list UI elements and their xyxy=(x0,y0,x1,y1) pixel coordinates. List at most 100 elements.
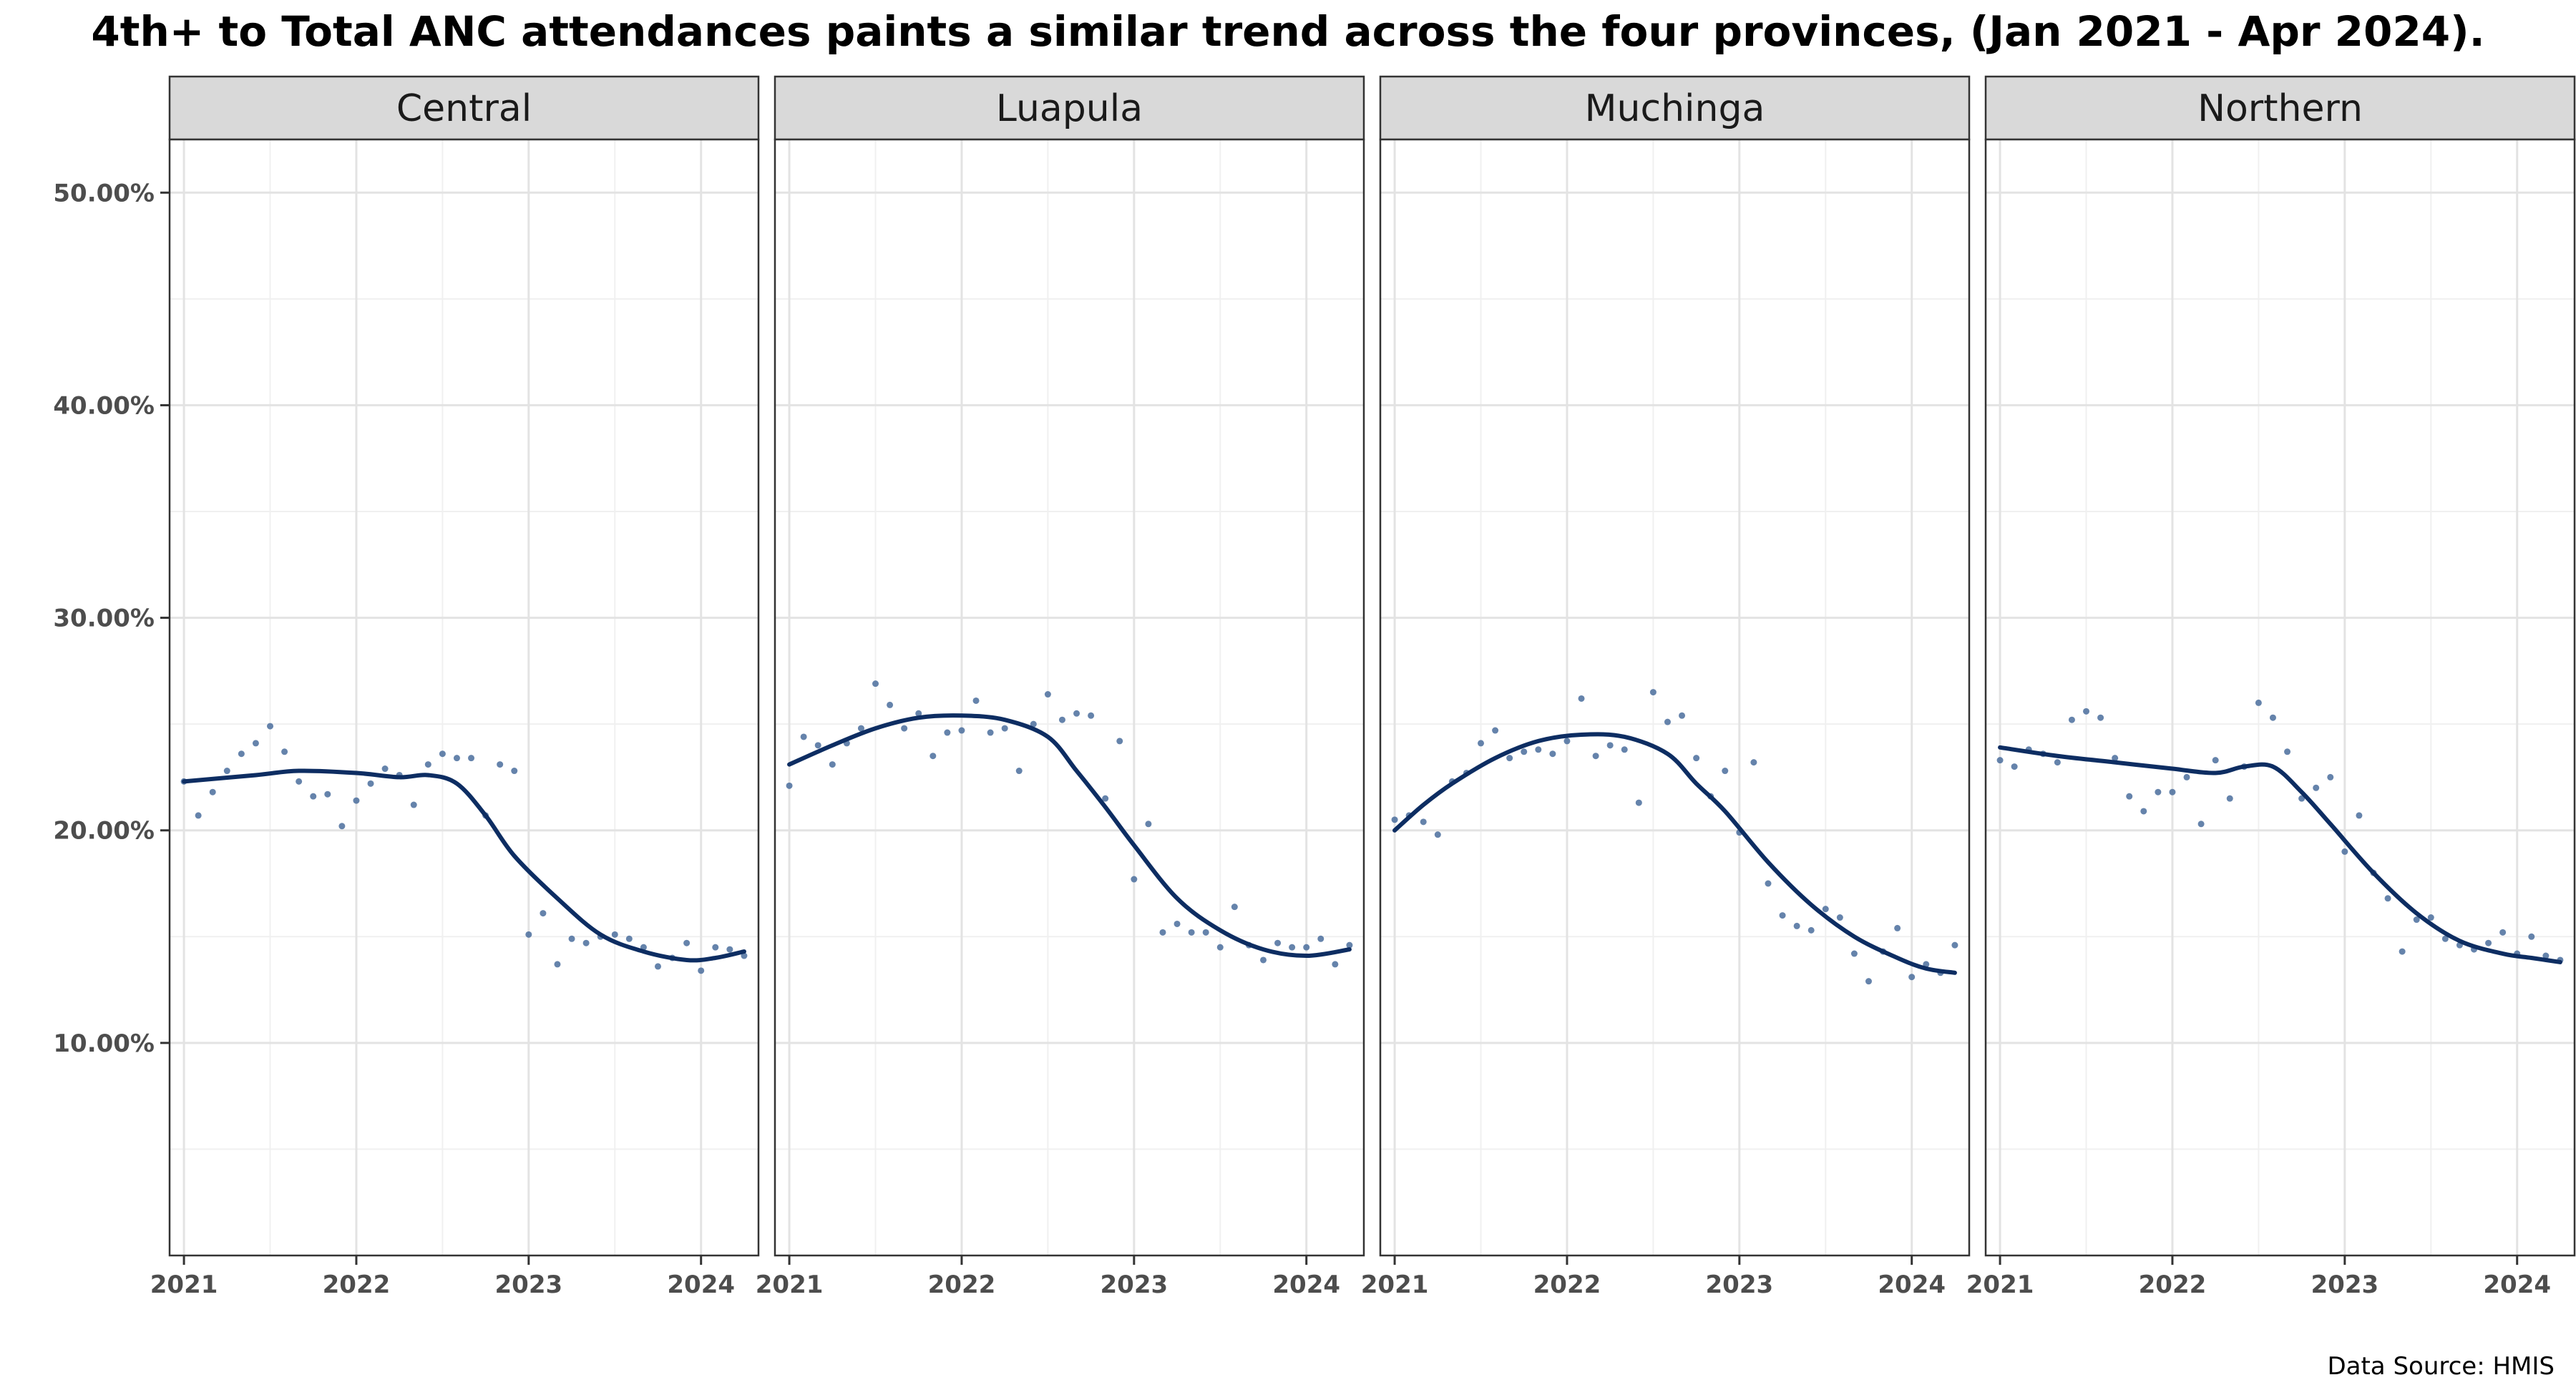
data-point xyxy=(1506,755,1513,762)
data-point xyxy=(1116,738,1123,745)
facet-label: Central xyxy=(396,87,532,130)
facet-label: Luapula xyxy=(996,87,1143,130)
x-tick-label: 2023 xyxy=(1706,1271,1774,1299)
data-point xyxy=(1807,926,1815,934)
chart-title: 4th+ to Total ANC attendances paints a s… xyxy=(91,7,2485,56)
data-point xyxy=(296,778,303,785)
data-point xyxy=(1159,929,1166,936)
y-tick-label: 50.00% xyxy=(53,179,155,207)
data-point xyxy=(410,801,417,808)
panel-northern: Northern 2021 2022 2023 2024 xyxy=(1966,75,2576,1299)
data-point xyxy=(1346,941,1353,949)
x-tick-label: 2021 xyxy=(756,1271,824,1299)
panel-border xyxy=(774,138,1365,1257)
data-point xyxy=(2112,755,2119,762)
data-point xyxy=(1145,821,1152,828)
data-point xyxy=(2169,788,2176,796)
data-point xyxy=(2313,784,2320,791)
data-point xyxy=(497,761,504,768)
data-point xyxy=(238,750,245,758)
trend-line xyxy=(182,768,746,963)
data-point xyxy=(2356,812,2363,819)
data-point xyxy=(209,788,216,796)
data-point xyxy=(1274,939,1282,946)
x-tick-label: 2022 xyxy=(2139,1271,2207,1299)
y-tick-label: 40.00% xyxy=(53,391,155,420)
data-point xyxy=(453,755,460,762)
panel-border xyxy=(168,138,760,1257)
data-point xyxy=(2399,948,2406,955)
data-point xyxy=(915,710,922,717)
data-point xyxy=(1578,695,1585,702)
data-point xyxy=(625,935,633,942)
data-point xyxy=(2255,699,2262,706)
data-point xyxy=(1664,718,1671,725)
data-point xyxy=(2068,716,2075,723)
data-point xyxy=(1836,914,1843,921)
data-point xyxy=(1592,753,1599,760)
data-point xyxy=(944,729,951,736)
data-point xyxy=(1563,738,1571,745)
data-point xyxy=(1822,906,1829,913)
data-point xyxy=(1231,904,1238,911)
panel-muchinga: Muchinga 2021 2022 2023 2024 xyxy=(1361,75,1971,1299)
data-point xyxy=(1434,831,1441,838)
data-point xyxy=(901,725,908,732)
panel-background xyxy=(170,140,758,1256)
data-point xyxy=(814,742,821,749)
data-point xyxy=(2140,808,2147,815)
data-point xyxy=(338,823,346,830)
trend-line xyxy=(1998,745,2562,964)
data-point xyxy=(1606,742,1614,749)
data-point xyxy=(1058,716,1065,723)
data-point xyxy=(353,797,360,804)
data-point xyxy=(887,701,894,708)
data-point xyxy=(1621,746,1628,753)
x-tick-label: 2021 xyxy=(1361,1271,1429,1299)
data-point xyxy=(1765,880,1772,887)
data-point xyxy=(786,782,793,789)
data-point xyxy=(511,768,518,775)
data-point xyxy=(2083,708,2090,715)
data-point xyxy=(1259,956,1267,964)
panel-border xyxy=(1984,138,2576,1257)
data-point xyxy=(1693,755,1700,762)
data-point xyxy=(1779,912,1786,919)
data-point xyxy=(1894,924,1901,931)
data-point xyxy=(1030,720,1037,728)
data-point xyxy=(1635,799,1642,806)
data-point xyxy=(1391,816,1398,823)
data-point xyxy=(554,961,561,968)
data-point xyxy=(2155,788,2162,796)
data-point xyxy=(582,939,590,946)
data-point xyxy=(568,935,575,942)
trend-line xyxy=(787,713,1352,959)
data-point xyxy=(1332,961,1339,968)
data-point xyxy=(857,725,864,732)
data-point xyxy=(872,680,879,687)
data-point xyxy=(2485,939,2492,946)
facet-strip xyxy=(774,75,1365,141)
x-tick-label: 2024 xyxy=(1272,1271,1340,1299)
data-point xyxy=(1793,922,1800,929)
data-point xyxy=(195,812,202,819)
data-point xyxy=(2269,714,2276,721)
data-point xyxy=(1044,691,1051,698)
data-point xyxy=(2441,935,2449,942)
data-point xyxy=(2212,757,2219,764)
panel-background xyxy=(1986,140,2575,1256)
x-tick-label: 2022 xyxy=(1533,1271,1601,1299)
data-point xyxy=(381,765,389,773)
x-tick-label: 2023 xyxy=(1101,1271,1169,1299)
data-point xyxy=(712,944,719,951)
data-point xyxy=(698,967,705,974)
data-point xyxy=(1015,768,1023,775)
facet-label: Muchinga xyxy=(1585,87,1765,130)
panel-background xyxy=(775,140,1364,1256)
data-point xyxy=(1303,944,1310,951)
data-point xyxy=(1722,768,1729,775)
data-point xyxy=(930,753,937,760)
data-point xyxy=(2341,848,2348,855)
data-point xyxy=(2384,895,2391,902)
